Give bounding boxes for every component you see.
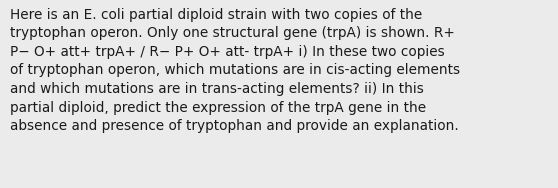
Text: Here is an E. coli partial diploid strain with two copies of the
tryptophan oper: Here is an E. coli partial diploid strai… [10,8,460,133]
